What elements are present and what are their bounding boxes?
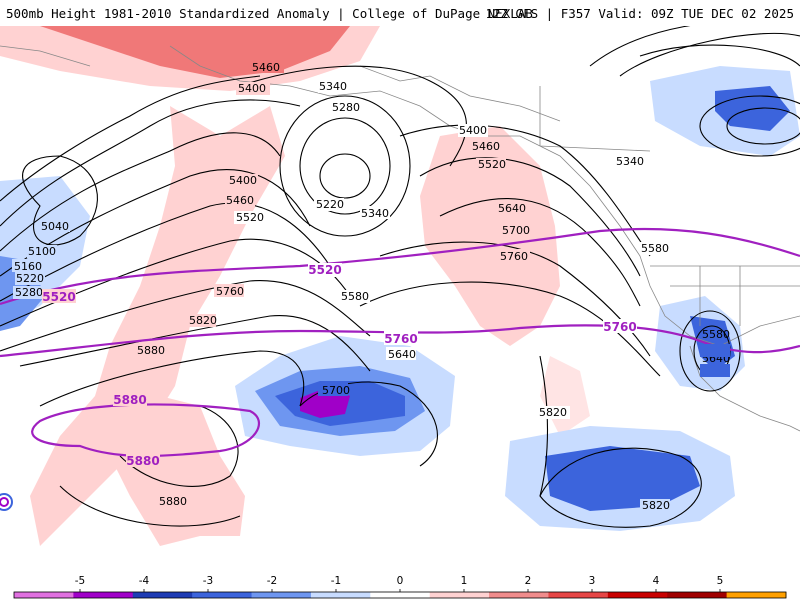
height-contour-labels: 5460 5400 5340 5280 5220 5340 5400 5460 …	[12, 60, 730, 512]
colorbar-label: -4	[139, 575, 150, 587]
positive-anomaly-areas	[0, 26, 590, 546]
contour-label: 5400	[238, 82, 266, 95]
negative-anomaly-area	[545, 446, 700, 511]
contour-label: 5340	[616, 155, 644, 168]
contour-label: 5580	[702, 328, 730, 341]
colorbar-label: 2	[525, 575, 532, 587]
contour-label: 5460	[252, 61, 280, 74]
product-title: 500mb Height 1981-2010 Standardized Anom…	[6, 6, 533, 21]
positive-anomaly-area	[30, 106, 285, 546]
model-run-title: 12Z GFS | F357 Valid: 09Z TUE DEC 02 202…	[485, 6, 794, 21]
colorbar-segments	[13, 591, 787, 599]
contour-label: 5520	[478, 158, 506, 171]
colorbar-label: -5	[75, 575, 85, 587]
header: 500mb Height 1981-2010 Standardized Anom…	[0, 0, 800, 26]
contour-label: 5580	[341, 290, 369, 303]
contour-label: 5220	[316, 198, 344, 211]
contour-label: 5760	[216, 285, 244, 298]
colorbar-ticks	[79, 589, 721, 592]
contour-label: 5280	[332, 101, 360, 114]
contour-label: 5160	[14, 260, 42, 273]
colorbar-segment	[310, 592, 371, 598]
colorbar-segment	[132, 592, 193, 598]
colorbar-segment	[548, 592, 609, 598]
colorbar-segment	[607, 592, 668, 598]
contour-label: 5820	[642, 499, 670, 512]
contour-label: 5760	[603, 320, 636, 334]
colorbar-label: -1	[331, 575, 341, 587]
contour-label: 5520	[236, 211, 264, 224]
contour-label: 5760	[384, 332, 417, 346]
contour-label: 5460	[226, 194, 254, 207]
contour-label: 5880	[159, 495, 187, 508]
positive-anomaly-area	[110, 386, 245, 546]
contour-label: 5520	[308, 263, 341, 277]
anomaly-map: 5460 5400 5340 5280 5220 5340 5400 5460 …	[0, 26, 800, 570]
colorbar: -5 -4 -3 -2 -1 0 1 2 3 4 5	[13, 575, 787, 599]
edge-low-rings	[0, 493, 13, 511]
colorbar-label: 1	[461, 575, 468, 587]
contour-label: 5820	[539, 406, 567, 419]
colorbar-segment	[14, 592, 74, 598]
contour-label: 5280	[15, 286, 43, 299]
colorbar-segment	[73, 592, 134, 598]
colorbar-segment	[429, 592, 490, 598]
colorbar-label: 3	[589, 575, 596, 587]
contour-label: 5520	[42, 290, 75, 304]
colorbar-labels: -5 -4 -3 -2 -1 0 1 2 3 4 5	[75, 575, 724, 587]
colorbar-segment	[370, 592, 431, 598]
contour-label: 5100	[28, 245, 56, 258]
contour-label: 5700	[502, 224, 530, 237]
contour-label: 5880	[113, 393, 146, 407]
positive-anomaly-area	[420, 126, 560, 346]
colorbar-segment	[251, 592, 312, 598]
contour-label: 5580	[641, 242, 669, 255]
contour-label: 5340	[361, 207, 389, 220]
contour-label: 5340	[319, 80, 347, 93]
contour-label: 5640	[498, 202, 526, 215]
contour-label: 5760	[500, 250, 528, 263]
colorbar-segment	[667, 592, 728, 598]
colorbar-segment	[489, 592, 549, 598]
reference-contour-5520	[0, 227, 800, 306]
contour-label: 5880	[126, 454, 159, 468]
contour-label: 5700	[322, 384, 350, 397]
contour-label: 5880	[137, 344, 165, 357]
contour-label: 5400	[229, 174, 257, 187]
colorbar-label: -2	[267, 575, 277, 587]
colorbar-label: 5	[717, 575, 724, 587]
colorbar-label: 0	[397, 575, 404, 587]
colorbar-segment	[726, 592, 787, 598]
height-contours	[0, 26, 800, 528]
contour-label: 5220	[16, 272, 44, 285]
contour-label: 5400	[459, 124, 487, 137]
colorbar-label: -3	[203, 575, 213, 587]
contour-label: 5040	[41, 220, 69, 233]
colorbar-segment	[192, 592, 253, 598]
contour-label: 5820	[189, 314, 217, 327]
reference-contour-labels: 5520 5520 5760 5760 5880 5880	[42, 263, 637, 468]
contour-label: 5460	[472, 140, 500, 153]
contour-label: 5640	[388, 348, 416, 361]
colorbar-label: 4	[653, 575, 660, 587]
